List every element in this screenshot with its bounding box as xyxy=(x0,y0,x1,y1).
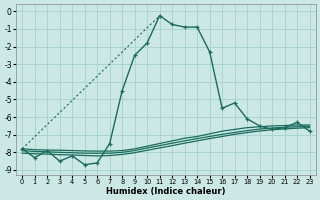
X-axis label: Humidex (Indice chaleur): Humidex (Indice chaleur) xyxy=(106,187,226,196)
